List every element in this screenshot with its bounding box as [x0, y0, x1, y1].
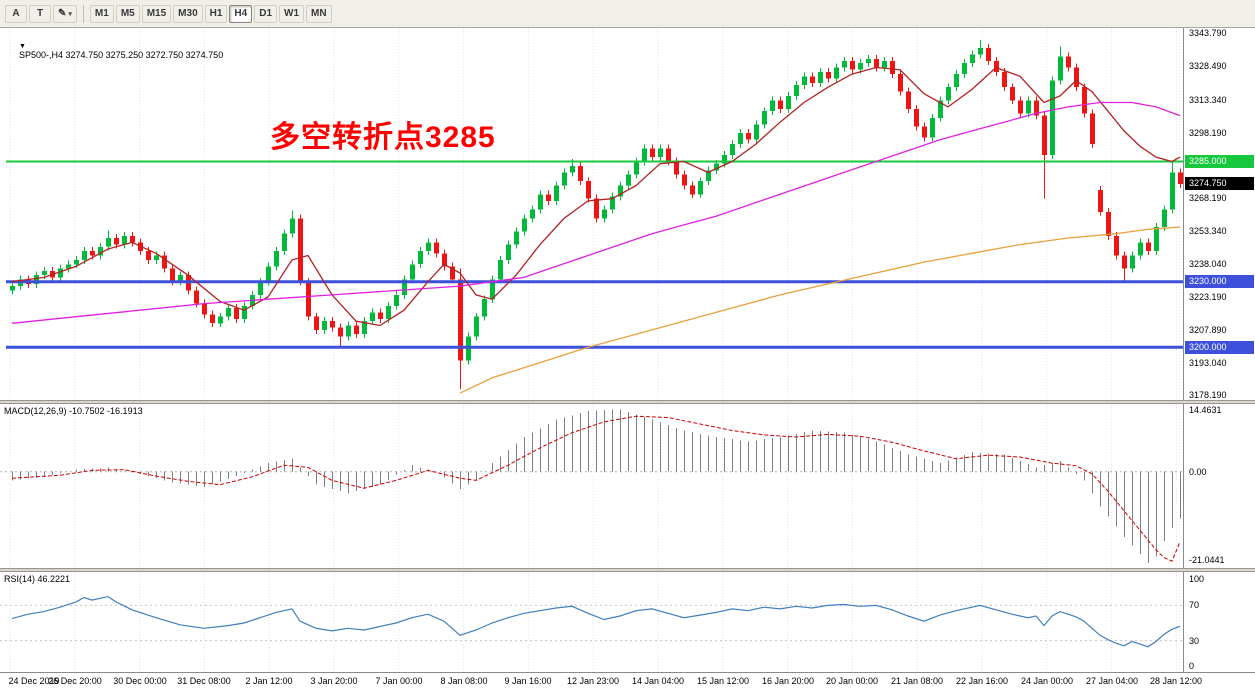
timeframe-button-m30[interactable]: M30 [173, 4, 203, 23]
time-axis-label: 31 Dec 08:00 [177, 676, 231, 686]
rsi-axis-label: 30 [1189, 636, 1200, 646]
main-chart-canvas[interactable] [0, 28, 1183, 400]
macd-histogram [12, 409, 1181, 563]
time-axis-label: 26 Dec 20:00 [48, 676, 102, 686]
price-axis-label: 3298.190 [1189, 128, 1227, 138]
toolbar-separator [82, 4, 84, 23]
hline-price-tag: 3230.000 [1185, 275, 1254, 288]
time-axis-label: 9 Jan 16:00 [504, 676, 552, 686]
timeframe-button-mn[interactable]: MN [306, 4, 332, 23]
text-tool-button[interactable]: T [29, 4, 51, 23]
time-axis-label: 2 Jan 12:00 [245, 676, 293, 686]
rsi-axis-label: 70 [1189, 600, 1200, 610]
time-axis-label: 7 Jan 00:00 [375, 676, 423, 686]
time-axis-label: 21 Jan 08:00 [890, 676, 944, 686]
horizontal-lines[interactable] [6, 160, 1183, 349]
time-axis-label: 20 Jan 00:00 [825, 676, 879, 686]
price-axis-label: 3238.040 [1189, 259, 1227, 269]
rsi-line [11, 595, 1181, 648]
current-price-tag: 3274.750 [1185, 177, 1254, 190]
price-axis-label: 3268.190 [1189, 193, 1227, 203]
time-axis-label: 8 Jan 08:00 [440, 676, 488, 686]
hline-price-tag: 3200.000 [1185, 341, 1254, 354]
rsi-label: RSI(14) 46.2221 [4, 574, 71, 584]
timeframe-button-d1[interactable]: D1 [254, 4, 278, 23]
price-axis-label: 3328.490 [1189, 61, 1227, 71]
time-axis-label: 16 Jan 20:00 [761, 676, 815, 686]
chevron-down-icon: ▾ [68, 10, 72, 18]
main-chart-pane[interactable]: ▼ SP500-,H4 3274.750 3275.250 3272.750 3… [0, 28, 1183, 400]
candles [10, 40, 1183, 389]
rsi-canvas[interactable] [0, 572, 1183, 672]
price-axis-label: 3253.340 [1189, 226, 1227, 236]
macd-axis-label: 0.00 [1189, 467, 1207, 477]
pane-separator-1[interactable] [0, 400, 1255, 404]
timeframe-button-h4[interactable]: H4 [229, 4, 253, 23]
price-axis-label: 3178.190 [1189, 390, 1227, 400]
toolbar: A T ✎ ▾ M1 M5 M15 M30 H1 H4 D1 W1 MN [0, 0, 1255, 28]
timeframe-button-m5[interactable]: M5 [115, 4, 140, 23]
timeframe-button-w1[interactable]: W1 [279, 4, 305, 23]
timeframe-button-m15[interactable]: M15 [141, 4, 172, 23]
macd-label: MACD(12,26,9) -10.7502 -16.1913 [4, 406, 143, 416]
macd-axis-label: 14.4631 [1189, 405, 1222, 415]
macd-axis-label: -21.0441 [1189, 555, 1225, 565]
rsi-axis[interactable]: 100 70 30 0 [1183, 572, 1255, 672]
ma-mid-line [11, 101, 1181, 324]
price-axis-label: 3207.890 [1189, 325, 1227, 335]
time-axis-label: 24 Jan 00:00 [1020, 676, 1074, 686]
macd-pane[interactable]: MACD(12,26,9) -10.7502 -16.1913 [0, 404, 1183, 568]
grid [9, 572, 1177, 672]
timeframe-button-m1[interactable]: M1 [89, 4, 114, 23]
rsi-pane[interactable]: RSI(14) 46.2221 [0, 572, 1183, 672]
time-axis-label: 28 Jan 12:00 [1149, 676, 1203, 686]
macd-axis[interactable]: 14.4631 0.00 -21.0441 [1183, 404, 1255, 568]
time-axis-label: 3 Jan 20:00 [310, 676, 358, 686]
price-axis-label: 3313.340 [1189, 95, 1227, 105]
timeframe-group: M1 M5 M15 M30 H1 H4 D1 W1 MN [89, 4, 332, 23]
time-axis-label: 14 Jan 04:00 [631, 676, 685, 686]
hline-price-tag: 3285.000 [1185, 155, 1254, 168]
timeframe-button-h1[interactable]: H1 [204, 4, 228, 23]
time-axis-label: 27 Jan 04:00 [1085, 676, 1139, 686]
time-axis-label: 12 Jan 23:00 [566, 676, 620, 686]
pane-separator-2[interactable] [0, 568, 1255, 572]
ma-slow-line [459, 226, 1181, 394]
styles-tool-button[interactable]: ✎ ▾ [53, 4, 77, 23]
toolbar-tool-group: A T ✎ ▾ [5, 4, 77, 23]
time-axis-label: 24 Dec 2019 [8, 676, 60, 686]
ma-fast-line [11, 66, 1181, 327]
price-axis[interactable]: 3343.790 3328.490 3313.340 3298.190 3268.190… [1183, 28, 1255, 400]
rsi-axis-label: 100 [1189, 574, 1205, 584]
macd-canvas[interactable] [0, 404, 1183, 568]
chart-symbol-icon: ▼ [19, 43, 26, 50]
price-axis-label: 3343.790 [1189, 28, 1227, 38]
grid [9, 28, 1177, 400]
time-axis[interactable]: 24 Dec 2019 26 Dec 20:00 30 Dec 00:00 31 De… [0, 672, 1255, 691]
pointer-tool-button[interactable]: A [5, 4, 27, 23]
rsi-axis-label: 0 [1189, 661, 1195, 671]
price-axis-label: 3223.190 [1189, 292, 1227, 302]
rsi-levels [0, 604, 1183, 642]
macd-signal-line [11, 415, 1181, 562]
chart-title-text: SP500-,H4 3274.750 3275.250 3272.750 327… [19, 50, 224, 60]
chart-title: ▼ SP500-,H4 3274.750 3275.250 3272.750 3… [4, 30, 223, 70]
time-axis-label: 15 Jan 12:00 [696, 676, 750, 686]
grid [9, 404, 1177, 568]
chart-annotation-text[interactable]: 多空转折点3285 [270, 121, 496, 154]
time-axis-label: 30 Dec 00:00 [113, 676, 167, 686]
price-axis-label: 3193.040 [1189, 358, 1227, 368]
time-axis-label: 22 Jan 16:00 [955, 676, 1009, 686]
